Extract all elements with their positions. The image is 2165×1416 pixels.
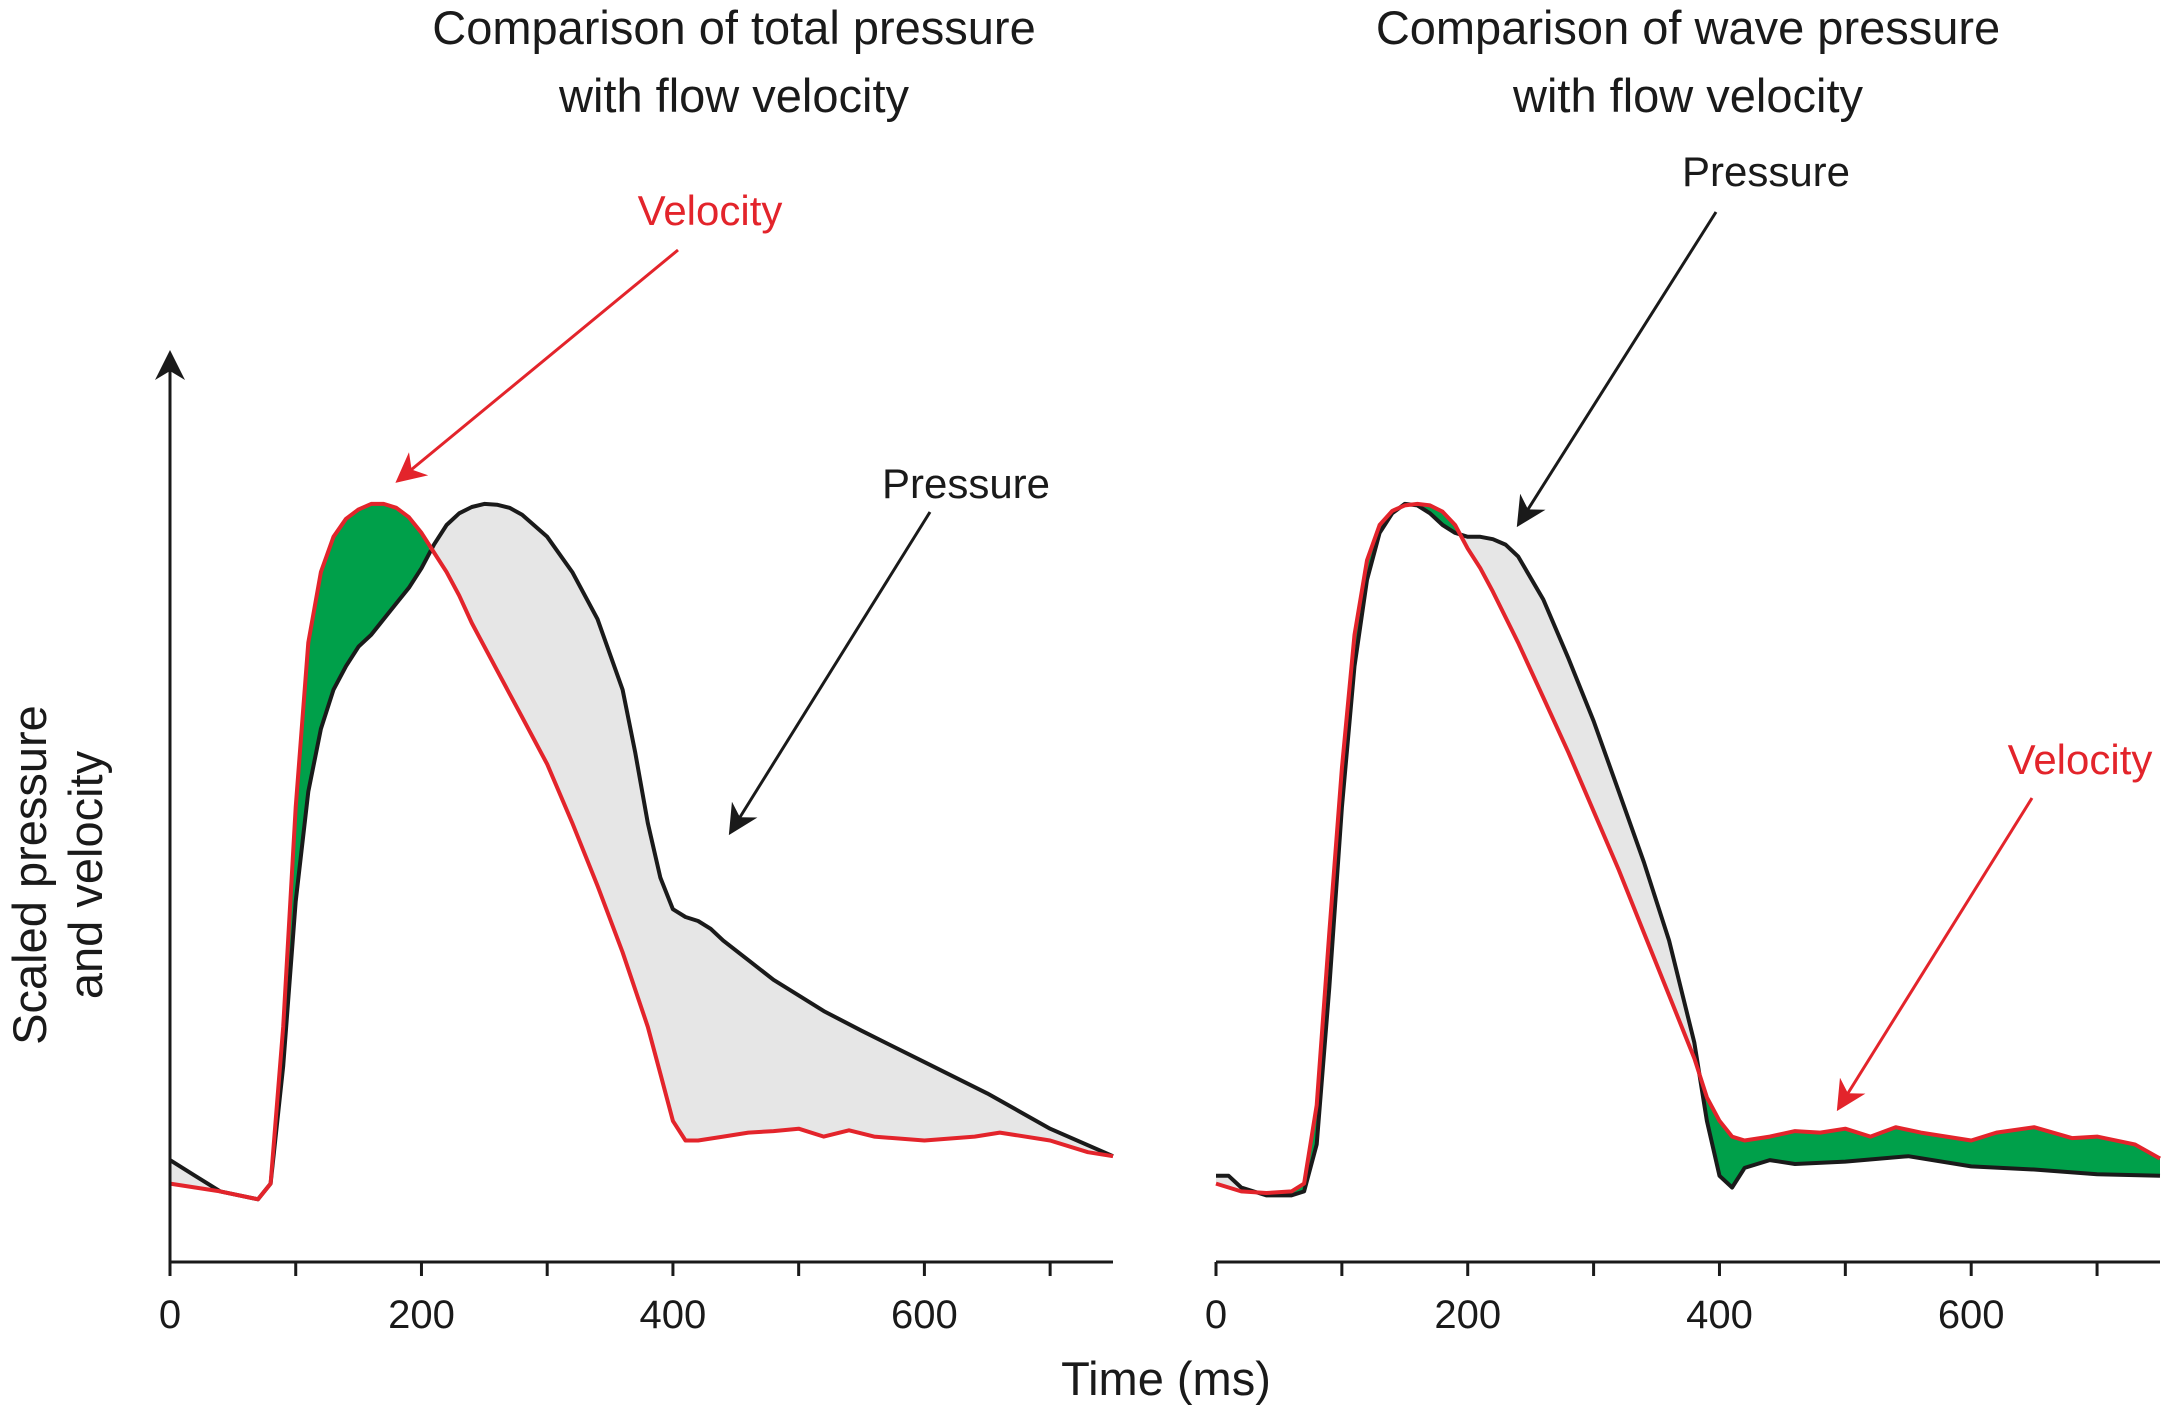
velocity-excess-area: [1268, 504, 2160, 1196]
pressure-excess-area: [170, 503, 1103, 1191]
velocity-annotation-arrow: [1836, 797, 2034, 1112]
x-tick-label: 400: [1686, 1293, 1753, 1337]
panel2-title-line2: with flow velocity: [1512, 69, 1863, 122]
panel-total-pressure: Comparison of total pressure with flow v…: [155, 1, 1114, 1337]
panel1-title-line2: with flow velocity: [558, 69, 909, 122]
x-tick-label: 0: [1205, 1293, 1227, 1337]
pressure-line: [168, 501, 1114, 1202]
y-axis-label-line1: Scaled pressure: [3, 705, 56, 1045]
y-axis-label-line2: and velocity: [59, 750, 112, 999]
x-axis-ticks: 0 200 400 600: [159, 1262, 1052, 1337]
pressure-annotation-label: Pressure: [882, 460, 1050, 507]
x-tick-label: 0: [159, 1293, 181, 1337]
pressure-annotation-arrow: [1516, 211, 1718, 528]
panel1-title-line1: Comparison of total pressure: [432, 1, 1035, 54]
pressure-excess-area: [1216, 535, 1697, 1192]
x-tick-label: 200: [388, 1293, 455, 1337]
x-tick-label: 600: [891, 1293, 958, 1337]
pressure-annotation-label: Pressure: [1682, 148, 1850, 195]
velocity-line: [1215, 501, 2161, 1195]
panel-wave-pressure: Comparison of wave pressure with flow ve…: [1205, 1, 2161, 1337]
x-axis-label: Time (ms): [1061, 1352, 1271, 1405]
x-tick-label: 600: [1938, 1293, 2005, 1337]
velocity-annotation-label: Velocity: [2008, 736, 2153, 783]
velocity-excess-area: [273, 503, 429, 1161]
velocity-line: [169, 501, 1114, 1202]
pressure-line: [1216, 501, 2161, 1198]
x-tick-label: 200: [1434, 1293, 1501, 1337]
pressure-annotation-arrow: [728, 511, 932, 836]
velocity-annotation-label: Velocity: [638, 187, 783, 234]
x-tick-label: 400: [640, 1293, 707, 1337]
velocity-annotation-arrow: [395, 248, 679, 483]
x-axis-ticks: 0 200 400 600: [1205, 1262, 2099, 1337]
panel2-title-line1: Comparison of wave pressure: [1376, 1, 2000, 54]
y-axis-label: Scaled pressure and velocity: [3, 705, 112, 1045]
